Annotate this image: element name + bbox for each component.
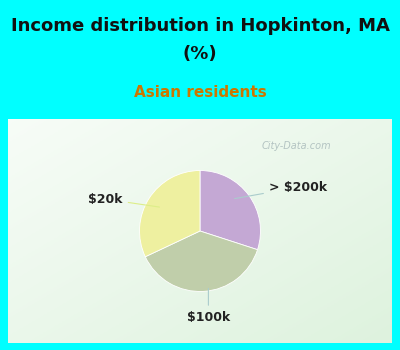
Text: $100k: $100k [187,288,230,324]
Text: $20k: $20k [88,193,160,207]
Wedge shape [140,170,200,257]
Text: (%): (%) [183,44,217,63]
Text: > $200k: > $200k [235,181,327,198]
Wedge shape [200,170,260,250]
Wedge shape [145,231,258,292]
Text: Asian residents: Asian residents [134,85,266,100]
Text: City-Data.com: City-Data.com [261,141,331,151]
Text: Income distribution in Hopkinton, MA: Income distribution in Hopkinton, MA [10,17,390,35]
